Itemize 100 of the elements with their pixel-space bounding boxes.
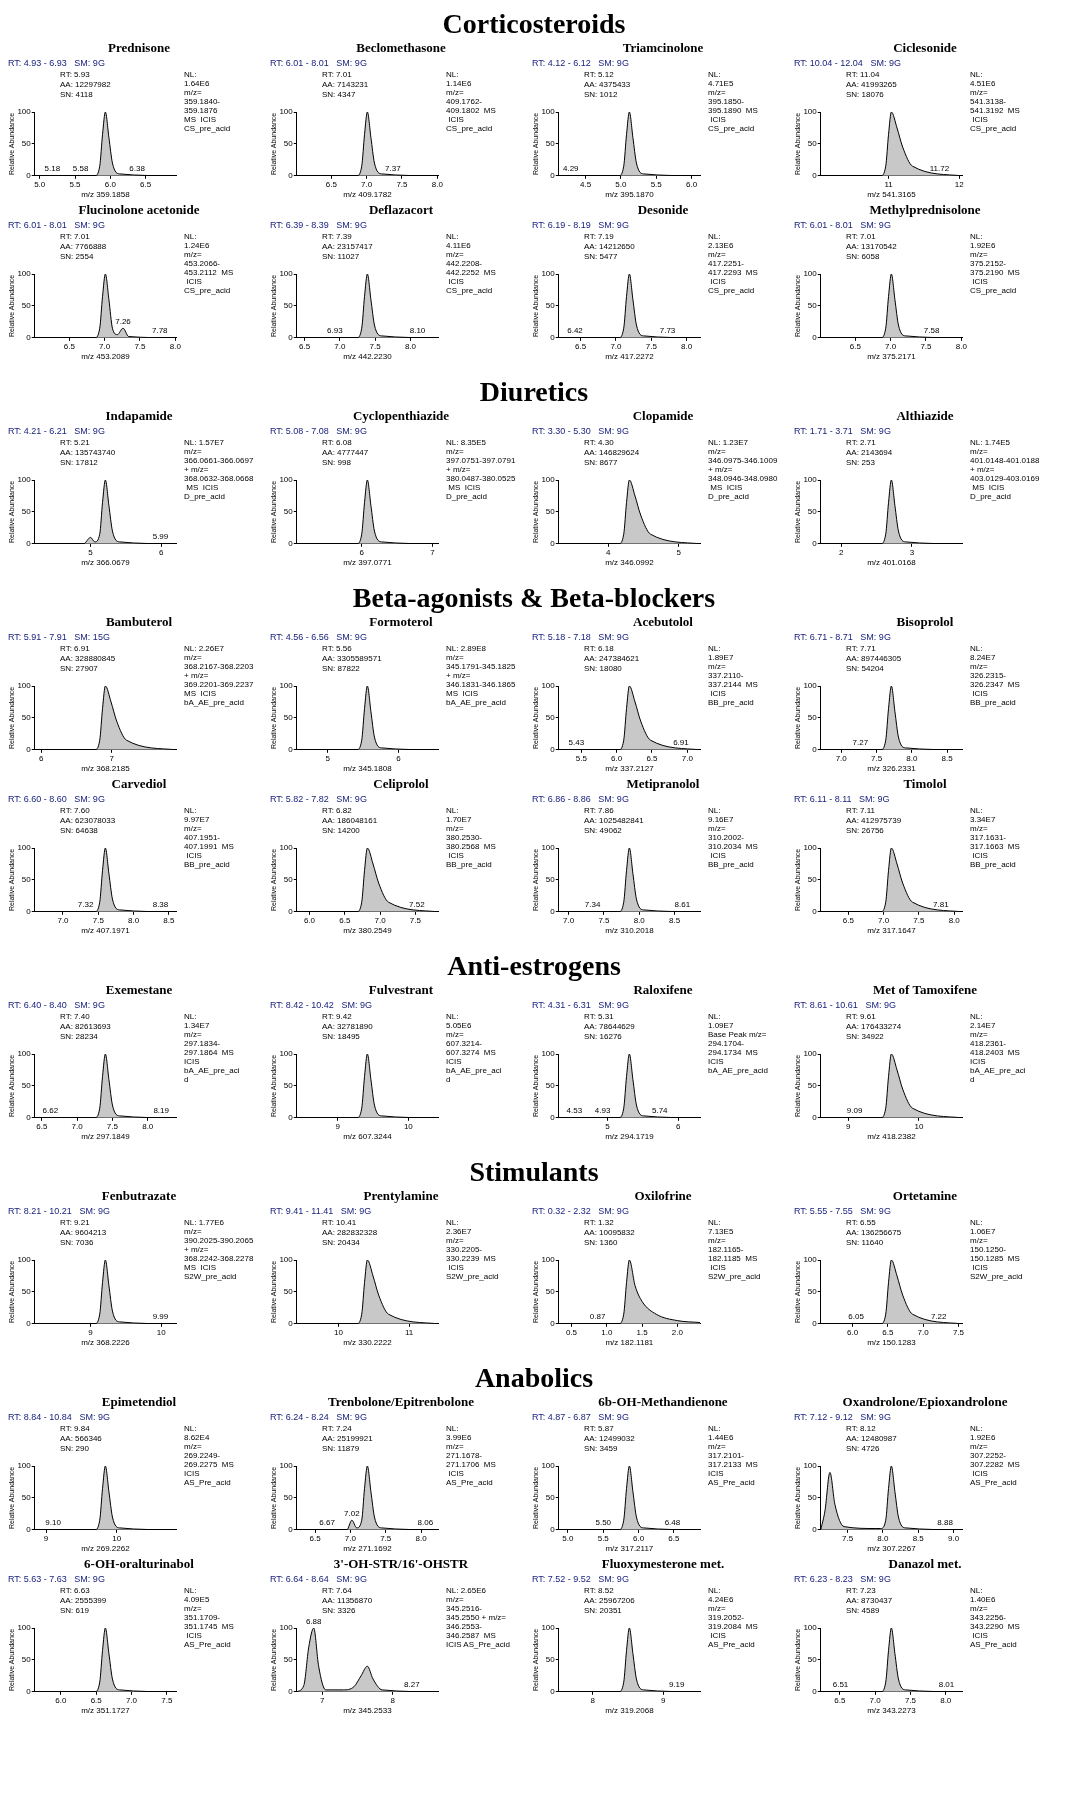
y-tick-label: 100 (541, 107, 556, 117)
chart-title: 3'-OH-STR/16'-OHSTR (332, 1556, 470, 1573)
x-tick-label: 7.0 (361, 179, 373, 189)
y-tick-label: 100 (17, 475, 32, 485)
annotation: 7.22 (930, 1311, 948, 1321)
y-tick-label: 0 (550, 1525, 556, 1534)
chart-title: Met of Tamoxifene (872, 982, 978, 999)
x-tick-label: 6 (38, 753, 44, 763)
x-axis-title: m/z 297.1849 (81, 1132, 131, 1142)
text: RT: 6.71 - 8.71 SM: 9G (794, 632, 892, 644)
x-axis-title: m/z 346.0992 (605, 558, 655, 568)
y-tick-label: 50 (21, 1081, 32, 1091)
text: NL: 2.14E7 m/z= 418.2361- 418.2403 MS ICIS bA_AE_pre_aci d (970, 1012, 1027, 1086)
text: NL: 1.70E7 m/z= 380.2530- 380.2568 MS ICIS BB_pre_acid (446, 806, 497, 871)
text: RT: 5.93 AA: 12297982 SN: 4118 (60, 70, 112, 100)
text: NL: 1.14E6 m/z= 409.1762- 409.1802 MS ICIS CS_pre_acid (446, 70, 497, 135)
y-tick-label: 0 (288, 907, 294, 916)
text: NL: 1.23E7 m/z= 346.0975-346.1009 + m/z= 348.0946-348.0980 MS ICIS D_pre_acid (708, 438, 779, 503)
text: NL: 1.77E6 m/z= 390.2025-390.2065 + m/z= 368.2242-368.2278 MS ICIS S2W_pre_acid (184, 1218, 255, 1283)
x-tick-label: 6.0 (632, 1533, 645, 1543)
annotation: 6.48 (664, 1517, 681, 1527)
text: RT: 4.87 - 6.87 SM: 9G (532, 1412, 630, 1424)
annotation: 6.93 (327, 325, 344, 335)
annotation: 5.43 (568, 737, 585, 747)
text: NL: 1.89E7 m/z= 337.2110- 337.2144 MS ICIS BB_pre_acid (708, 644, 759, 709)
x-axis-title: m/z 269.2262 (81, 1544, 131, 1554)
y-tick-label: 0 (812, 1319, 818, 1328)
chart-title: Raloxifene (632, 982, 694, 999)
x-tick-label: 7.0 (125, 1695, 138, 1705)
x-tick-label: 8.0 (955, 341, 968, 351)
chart-title: Methylprednisolone (868, 202, 982, 219)
text: NL: 8.62E4 m/z= 269.2249- 269.2275 MS ICIS AS_Pre_acid (184, 1424, 235, 1489)
y-tick-label: 50 (283, 1081, 294, 1091)
text: NL: 3.34E7 m/z= 317.1631- 317.1663 MS ICIS BB_pre_acid (970, 806, 1021, 871)
x-tick-label: 9 (335, 1121, 341, 1131)
y-tick-label: 0 (26, 907, 32, 916)
y-tick-label: 100 (803, 1255, 818, 1265)
x-axis-title: m/z 395.1870 (605, 190, 655, 200)
x-tick-label: 6 (359, 547, 365, 557)
x-tick-label: 6.5 (575, 341, 587, 351)
x-tick-label: 6.0 (611, 753, 623, 763)
x-tick-label: 8.0 (948, 915, 961, 925)
y-tick-label: 0 (550, 171, 556, 180)
x-tick-label: 7.0 (835, 753, 848, 763)
x-tick-label: 8.0 (404, 341, 417, 351)
text: RT: 6.18 AA: 247384621 SN: 18080 (584, 644, 641, 674)
text: RT: 9.21 AA: 9604213 SN: 7036 (60, 1218, 108, 1248)
text: NL: 1.92E6 m/z= 307.2252- 307.2282 MS ICIS AS_Pre_acid (970, 1424, 1021, 1489)
y-tick-label: 100 (803, 1623, 818, 1633)
text: RT: 5.31 AA: 78644629 SN: 16276 (584, 1012, 636, 1042)
text: RT: 5.08 - 7.08 SM: 9G (270, 426, 368, 438)
y-tick-label: 100 (279, 1049, 294, 1059)
text: RT: 7.40 AA: 82613693 SN: 28234 (60, 1012, 112, 1042)
x-tick-label: 10 (403, 1121, 414, 1131)
annotation: 7.58 (923, 325, 940, 335)
y-tick-label: 100 (279, 1461, 294, 1471)
x-tick-label: 10 (914, 1121, 924, 1131)
y-tick-label: 100 (541, 1255, 556, 1265)
y-tick-label: 0 (288, 1113, 294, 1122)
text: NL: 1.09E7 Base Peak m/z= 294.1704- 294.1734 MS ICIS bA_AE_pre_acid (708, 1012, 770, 1077)
annotation: 4.53 (566, 1105, 583, 1115)
x-tick-label: 1.0 (601, 1327, 613, 1337)
annotation: 9.19 (668, 1679, 686, 1689)
y-tick-label: 0 (26, 333, 32, 342)
x-axis-title: m/z 317.1647 (867, 926, 917, 936)
x-tick-label: 7 (109, 753, 115, 763)
text: NL: 1.34E7 m/z= 297.1834- 297.1864 MS ICIS bA_AE_pre_aci d (184, 1012, 241, 1086)
y-tick-label: 0 (550, 745, 556, 754)
y-tick-label: 100 (279, 269, 294, 279)
y-tick-label: 0 (812, 907, 818, 916)
annotation: 7.26 (115, 317, 132, 327)
y-tick-label: 50 (807, 507, 818, 517)
chart-title: Beclomethasone (355, 40, 447, 57)
text: RT: 7.01 AA: 13170542 SN: 6058 (846, 232, 898, 262)
text: NL: 8.24E7 m/z= 326.2315- 326.2347 MS ICIS BB_pre_acid (970, 644, 1021, 709)
x-tick-label: 8.0 (415, 1533, 428, 1543)
y-tick-label: 100 (17, 269, 32, 279)
y-tick-label: 100 (279, 843, 294, 853)
y-tick-label: 100 (803, 1461, 818, 1471)
x-tick-label: 6.0 (846, 1327, 859, 1337)
y-tick-label: 50 (545, 1081, 556, 1091)
chart-title: Oxandrolone/Epioxandrolone (841, 1394, 1009, 1411)
text: NL: 2.13E6 m/z= 417.2251- 417.2293 MS ICIS CS_pre_acid (708, 232, 759, 297)
y-tick-label: 50 (545, 507, 556, 517)
x-tick-label: 7.5 (380, 1533, 392, 1543)
x-tick-label: 6.5 (63, 341, 76, 351)
text: RT: 8.21 - 10.21 SM: 9G (8, 1206, 111, 1218)
chart-title: Ciclesonide (892, 40, 958, 57)
y-tick-label: 50 (545, 875, 556, 885)
x-tick-label: 8.0 (128, 915, 140, 925)
x-tick-label: 8.0 (906, 753, 918, 763)
x-tick-label: 5 (325, 753, 331, 763)
y-tick-label: 0 (550, 1687, 556, 1696)
y-tick-label: 0 (26, 1687, 32, 1696)
annotation: 6.51 (832, 1679, 849, 1689)
annotation: 6.91 (673, 737, 690, 747)
chart-title: Danazol met. (887, 1556, 963, 1573)
x-tick-label: 9 (43, 1533, 49, 1543)
text: NL: 8.35E5 m/z= 397.0751-397.0791 + m/z= 380.0487-380.0525 MS ICIS D_pre_acid (446, 438, 517, 503)
y-tick-label: 100 (279, 1623, 294, 1633)
